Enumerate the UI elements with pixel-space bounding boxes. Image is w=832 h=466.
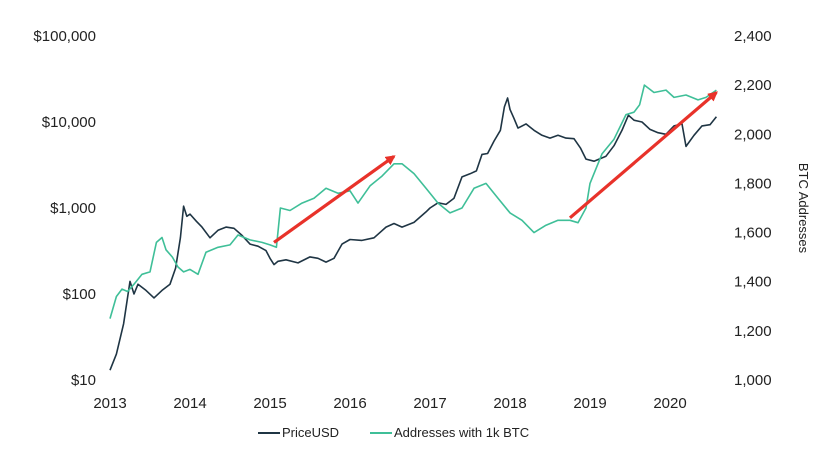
x-tick-label: 2014	[173, 395, 206, 412]
y-right-tick-label: 1,200	[734, 323, 772, 340]
x-tick-label: 2017	[413, 395, 446, 412]
legend-label-addresses: Addresses with 1k BTC	[394, 425, 529, 440]
addresses-1k-btc-line	[109, 84, 717, 319]
y-right-tick-label: 2,000	[734, 126, 772, 143]
y-left-tick-label: $100,000	[33, 28, 96, 45]
x-tick-label: 2015	[253, 395, 286, 412]
y-right-tick-label: 2,400	[734, 28, 772, 45]
y-right-tick-label: 1,400	[734, 274, 772, 291]
x-tick-label: 2020	[653, 395, 686, 412]
trend-arrow-1	[273, 155, 396, 244]
x-tick-label: 2019	[573, 395, 606, 412]
y-right-tick-label: 1,800	[734, 175, 772, 192]
y-left-tick-label: $100	[63, 286, 96, 303]
y-right-tick-label: 2,200	[734, 77, 772, 94]
legend-label-price: PriceUSD	[282, 425, 339, 440]
y-right-axis-title: BTC Addresses	[796, 163, 811, 254]
y-left-tick-label: $1,000	[50, 200, 96, 217]
x-tick-label: 2013	[93, 395, 126, 412]
x-tick-label: 2016	[333, 395, 366, 412]
price-usd-line	[109, 97, 718, 371]
y-right-tick-label: 1,600	[734, 225, 772, 242]
trend-arrow-2	[568, 91, 718, 220]
y-right-tick-label: 1,000	[734, 372, 772, 389]
x-tick-label: 2018	[493, 395, 526, 412]
y-left-tick-label: $10,000	[42, 114, 96, 131]
y-left-tick-label: $10	[71, 372, 96, 389]
